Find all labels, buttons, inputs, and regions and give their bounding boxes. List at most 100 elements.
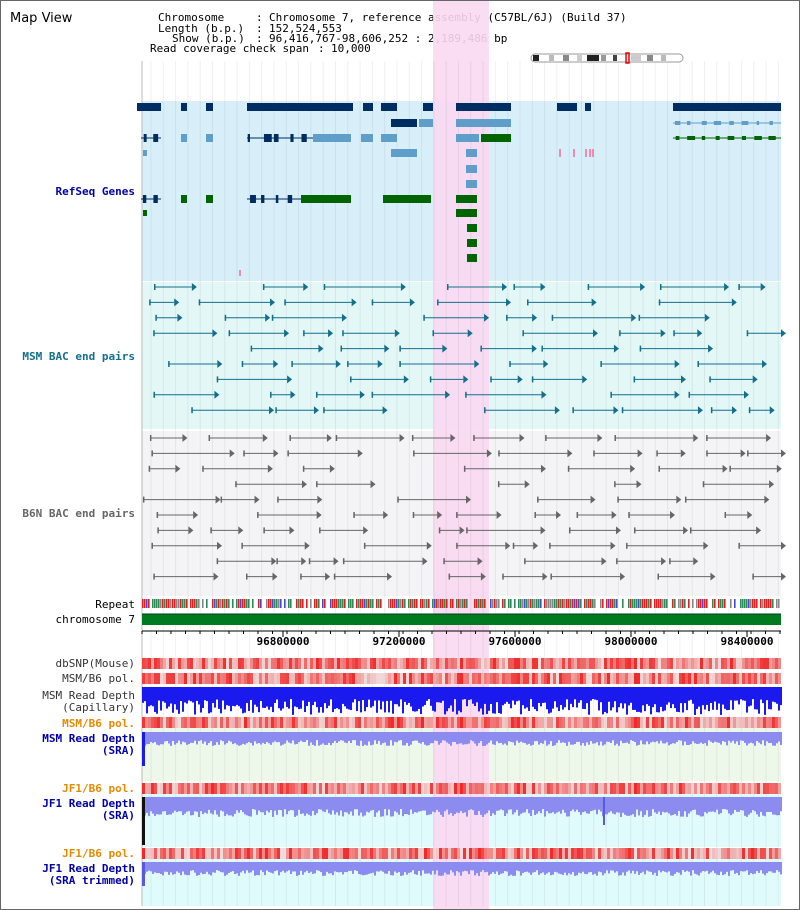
msm-bac-end-marker xyxy=(174,298,180,307)
jf1-sra-depth-bar xyxy=(270,797,272,811)
gene-exon xyxy=(143,134,147,142)
dbsnp-density-cell xyxy=(466,658,469,669)
jf1-b6-pol-cell xyxy=(436,783,439,794)
jf1-trim-depth-bar xyxy=(240,862,242,873)
jf1-trim-depth-bar xyxy=(158,862,160,874)
track-label-msm-depth-sra[interactable]: MSM Read Depth xyxy=(42,732,135,745)
jf1-b6-pol-trim-cell xyxy=(340,848,343,859)
msm-b6-pol-sra-cell xyxy=(409,717,412,728)
jf1-b6-pol-trim-cell xyxy=(265,848,268,859)
track-label-msm-bac[interactable]: MSM BAC end pairs xyxy=(22,350,135,363)
repeat-element xyxy=(536,599,538,608)
b6n-bac-end-marker xyxy=(781,572,786,581)
msm-capillary-depth-bar xyxy=(336,687,338,709)
gene-block xyxy=(423,103,433,111)
jf1-sra-depth-bar xyxy=(752,797,754,811)
jf1-sra-depth-bar xyxy=(170,797,172,815)
msm-b6-pol-density-cell xyxy=(280,673,283,684)
track-label-refseq[interactable]: RefSeq Genes xyxy=(55,185,135,198)
repeat-element xyxy=(252,599,254,608)
jf1-b6-pol-trim-cell xyxy=(259,848,262,859)
jf1-trim-depth-bar xyxy=(630,862,632,874)
jf1-sra-depth-bar xyxy=(632,797,634,815)
jf1-trim-depth-bar xyxy=(738,862,740,876)
jf1-b6-pol-trim-cell xyxy=(445,848,448,859)
msm-b6-pol-density-cell xyxy=(457,673,460,684)
msm-capillary-depth-bar xyxy=(774,687,776,703)
msm-b6-pol-density-cell xyxy=(730,673,733,684)
b6n-bac-end-marker xyxy=(304,541,310,550)
dbsnp-density-cell xyxy=(517,658,520,669)
dbsnp-density-cell xyxy=(688,658,691,669)
jf1-b6-pol-cell xyxy=(307,783,310,794)
track-label-jf1-depth-trim[interactable]: JF1 Read Depth xyxy=(42,862,135,875)
track-label-msm-depth-cap[interactable]: MSM Read Depth xyxy=(42,689,135,702)
track-label-b6n-bac[interactable]: B6N BAC end pairs xyxy=(22,507,135,520)
msm-bac-start-marker xyxy=(371,299,374,306)
msm-b6-pol-sra-cell xyxy=(736,717,739,728)
msm-b6-pol-sra-cell xyxy=(388,717,391,728)
msm-sra-depth-bar xyxy=(772,732,774,746)
track-label-chromosome[interactable]: chromosome 7 xyxy=(55,613,135,626)
msm-sra-depth-bar xyxy=(486,732,488,745)
msm-b6-pol-sra-cell xyxy=(208,717,211,728)
msm-capillary-depth-bar xyxy=(214,687,216,708)
b6n-bac-start-marker xyxy=(747,450,749,457)
jf1-b6-pol-trim-cell xyxy=(352,848,355,859)
msm-capillary-depth-bar xyxy=(676,687,678,712)
repeat-element xyxy=(362,599,364,608)
msm-b6-pol-density-cell xyxy=(520,673,523,684)
gene-exon xyxy=(715,136,720,140)
msm-b6-pol-density-cell xyxy=(739,673,742,684)
dbsnp-density-cell xyxy=(439,658,442,669)
msm-bac-start-marker xyxy=(619,330,621,337)
gene-block xyxy=(381,103,397,111)
msm-capillary-depth-bar xyxy=(276,687,278,700)
msm-b6-pol-sra-cell xyxy=(589,717,592,728)
dbsnp-density-cell xyxy=(313,658,316,669)
track-label-msm-b6-pol-sra[interactable]: MSM/B6 pol. xyxy=(62,717,135,730)
dbsnp-density-cell xyxy=(316,658,319,669)
jf1-b6-pol-trim-cell xyxy=(313,848,316,859)
gene-block xyxy=(363,103,373,111)
jf1-sra-depth-bar xyxy=(426,797,428,816)
msm-sra-depth-bar xyxy=(696,732,698,744)
jf1-trim-depth-bar xyxy=(732,862,734,871)
msm-b6-pol-sra-cell xyxy=(631,717,634,728)
msm-b6-pol-density-cell xyxy=(394,673,397,684)
b6n-bac-end-marker xyxy=(437,511,443,519)
msm-bac-end-marker xyxy=(761,360,767,368)
b6n-bac-end-marker xyxy=(466,495,472,504)
jf1-trim-depth-bar xyxy=(548,862,550,873)
jf1-b6-pol-cell xyxy=(754,783,757,794)
gene-exon xyxy=(301,134,307,142)
track-label-msm-b6-pol[interactable]: MSM/B6 pol. xyxy=(62,672,135,685)
jf1-trim-depth-bar xyxy=(248,862,250,873)
jf1-sra-depth-bar xyxy=(156,797,158,815)
jf1-sra-depth-bar xyxy=(654,797,656,813)
repeat-element xyxy=(144,599,146,608)
repeat-element xyxy=(332,599,334,608)
track-label-repeat[interactable]: Repeat xyxy=(95,598,135,611)
jf1-b6-pol-cell xyxy=(583,783,586,794)
b6n-bac-end-marker xyxy=(611,511,617,519)
jf1-b6-pol-trim-cell xyxy=(346,848,349,859)
jf1-sra-depth-bar xyxy=(242,797,244,813)
track-label-jf1-depth-sra[interactable]: JF1 Read Depth xyxy=(42,797,135,810)
jf1-b6-pol-cell xyxy=(379,783,382,794)
msm-b6-pol-density-cell xyxy=(667,673,670,684)
msm-sra-depth-bar xyxy=(264,732,266,744)
msm-b6-pol-sra-cell xyxy=(217,717,220,728)
msm-bac-start-marker xyxy=(465,391,467,398)
jf1-b6-pol-cell xyxy=(604,783,607,794)
dbsnp-density-cell xyxy=(256,658,259,669)
msm-capillary-depth-bar xyxy=(606,687,608,714)
msm-sra-depth-bar xyxy=(716,732,718,743)
track-label-jf1-b6-pol-trim[interactable]: JF1/B6 pol. xyxy=(62,847,135,860)
msm-capillary-depth-bar xyxy=(370,687,372,708)
track-label-dbsnp[interactable]: dbSNP(Mouse) xyxy=(55,657,135,670)
jf1-b6-pol-trim-cell xyxy=(244,848,247,859)
msm-capillary-depth-bar xyxy=(180,687,182,702)
track-label-jf1-b6-pol[interactable]: JF1/B6 pol. xyxy=(62,782,135,795)
